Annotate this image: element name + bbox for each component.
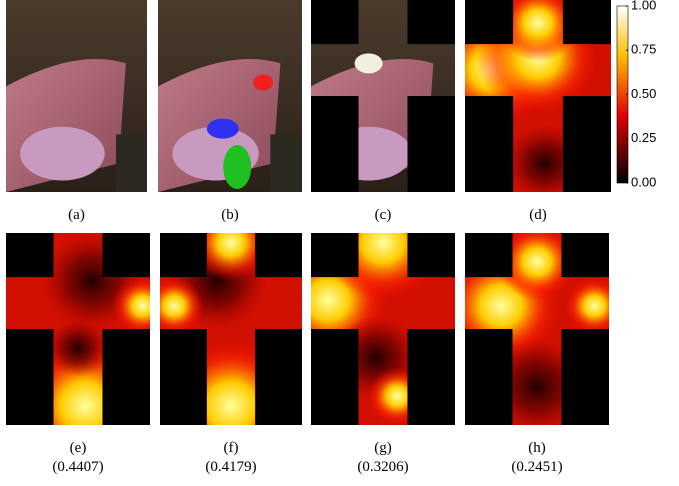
seg-green (223, 145, 252, 190)
panel (311, 0, 455, 192)
heat-blob (564, 277, 609, 335)
panel-label: (f) (224, 440, 239, 456)
floor (115, 134, 147, 192)
cloth (20, 126, 105, 181)
heat-blob (112, 277, 150, 335)
light (354, 53, 383, 74)
heat-blob (47, 319, 109, 378)
panel-label: (d) (529, 207, 547, 223)
panel-label: (a) (68, 207, 85, 223)
panel (311, 233, 455, 425)
colorbar-tick-label: 0.50 (631, 86, 656, 101)
panel-score: (0.4407) (52, 459, 103, 475)
colorbar-tick-label: 0.75 (631, 42, 656, 57)
seg-blue (206, 118, 239, 139)
panel-label: (g) (374, 440, 392, 456)
panel-label: (b) (221, 207, 239, 223)
panel (465, 0, 611, 192)
panel (6, 233, 150, 425)
heat-blob (191, 233, 271, 282)
colorbar-tick-label: 0.25 (631, 130, 656, 145)
panel (160, 233, 302, 425)
heat-blob (496, 233, 578, 301)
panel-label: (c) (375, 207, 392, 223)
heat-blob (160, 277, 205, 335)
panel-label: (e) (70, 440, 87, 456)
panel (6, 0, 147, 192)
seg-red (253, 74, 274, 91)
heat-blob (497, 0, 579, 62)
colorbar-tick-label: 1.00 (631, 0, 656, 12)
panel (158, 0, 302, 192)
panel-score: (0.2451) (511, 459, 562, 475)
panel-score: (0.3206) (357, 459, 408, 475)
panel (465, 233, 609, 425)
colorbar: 1.00 0.75 0.50 0.25 0.00 (616, 0, 656, 189)
colorbar-tick-label: 0.00 (631, 174, 656, 189)
panel-score: (0.4179) (205, 459, 256, 475)
panel-label: (h) (528, 440, 546, 456)
floor (270, 134, 302, 192)
